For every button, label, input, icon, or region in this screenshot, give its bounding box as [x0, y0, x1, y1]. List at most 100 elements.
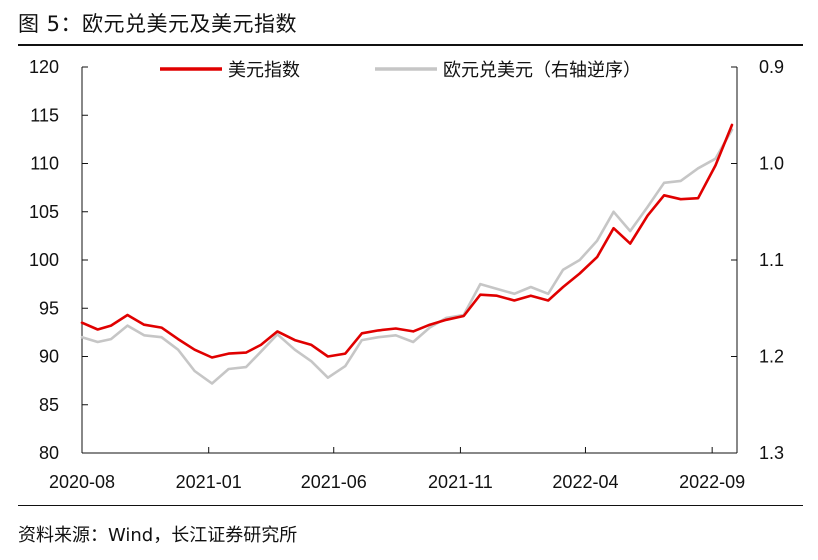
usd-index-point: [361, 332, 363, 335]
eurusd-point: [496, 288, 498, 290]
eurusd-point: [562, 268, 564, 271]
eurusd-point: [596, 239, 598, 242]
eurusd-point: [211, 382, 213, 385]
usd-index-point: [629, 242, 631, 245]
left-tick-label: 85: [39, 395, 59, 415]
usd-index-point: [177, 338, 179, 340]
usd-index-point: [395, 327, 397, 330]
usd-index-point: [714, 164, 717, 167]
source-divider: [18, 505, 803, 506]
usd-index-point: [429, 323, 431, 326]
usd-index-point: [731, 124, 733, 126]
left-tick-label: 120: [29, 57, 59, 77]
usd-index-point: [96, 328, 99, 331]
left-tick-label: 100: [29, 250, 59, 270]
usd-index-point: [547, 299, 549, 302]
eurusd-point: [377, 336, 380, 339]
eurusd-point: [245, 366, 247, 368]
eurusd-point: [110, 338, 112, 340]
usd-index-point: [462, 315, 465, 317]
eurusd-point: [479, 283, 482, 285]
usd-index-point: [646, 214, 649, 217]
x-axis: 2020-08 2021-01 2021-06 2021-11 2022-04 2022-…: [49, 447, 745, 492]
left-tick-label: 110: [30, 154, 59, 174]
eurusd-point: [143, 334, 145, 337]
eurusd-point: [646, 206, 649, 208]
usd-index-point: [578, 272, 581, 275]
usd-index-point: [193, 348, 196, 351]
usd-index-point: [260, 344, 262, 346]
usd-index-point: [211, 356, 213, 359]
eurusd-point: [429, 326, 431, 329]
legend: 美元指数 欧元兑美元（右轴逆序）: [160, 60, 641, 81]
usd-index-point: [126, 314, 129, 316]
eurusd-point: [260, 350, 262, 353]
eurusd-point: [81, 336, 83, 339]
eurusd-point: [294, 348, 296, 351]
series-layer: [80, 67, 738, 454]
usd-index-point: [412, 330, 415, 333]
eurusd-point: [96, 341, 99, 343]
series-eurusd-line: [80, 128, 734, 385]
eurusd-point: [679, 180, 682, 182]
usd-index-point: [513, 299, 516, 302]
eurusd-point: [193, 370, 196, 372]
eurusd-point: [361, 339, 363, 341]
eurusd-point: [445, 317, 448, 319]
left-tick-label: 115: [30, 105, 59, 125]
eurusd-point: [663, 182, 665, 184]
left-tick-label: 90: [39, 347, 59, 367]
eurusd-point: [629, 230, 631, 232]
usd-index-point: [530, 294, 532, 297]
eurusd-point: [714, 157, 717, 160]
eurusd-point: [177, 348, 179, 351]
eurusd-point: [327, 376, 329, 379]
eurusd-point: [126, 324, 129, 327]
eurusd-point: [612, 211, 615, 213]
eurusd-point: [276, 333, 279, 336]
series-usd-index-line: [80, 123, 734, 359]
source-note: 资料来源：Wind，长江证券研究所: [18, 525, 298, 546]
eurusd-point: [227, 368, 230, 370]
usd-index-point: [377, 329, 380, 332]
x-tick-label: 2021-06: [301, 472, 367, 492]
x-tick-label: 2021-01: [176, 472, 242, 492]
legend-label-eurusd: 欧元兑美元（右轴逆序）: [443, 60, 641, 81]
left-tick-label: 105: [29, 202, 59, 222]
usd-index-point: [479, 293, 482, 296]
right-tick-label: 1.3: [759, 443, 784, 463]
eurusd-point: [412, 341, 415, 343]
usd-index-point: [143, 323, 145, 326]
usd-index-point: [294, 339, 296, 341]
usd-index-point: [245, 351, 247, 354]
usd-index-point: [679, 198, 682, 200]
x-tick-label: 2022-04: [552, 472, 618, 492]
eurusd-point: [310, 360, 313, 363]
legend-label-usd-index: 美元指数: [228, 60, 300, 81]
eurusd-point: [697, 167, 699, 170]
right-tick-label: 1.2: [759, 347, 784, 367]
usd-index-point: [310, 344, 313, 346]
usd-index-point: [276, 330, 279, 333]
eurusd-point: [513, 293, 516, 295]
title-divider: [18, 44, 803, 46]
usd-index-point: [596, 256, 598, 258]
right-tick-label: 1.1: [759, 250, 784, 270]
left-axis: 80 85 90 95 100 105 110 115 120: [29, 57, 88, 463]
right-tick-label: 1.0: [759, 154, 784, 174]
left-tick-label: 95: [39, 298, 59, 318]
left-tick-label: 80: [39, 443, 59, 463]
x-tick-label: 2020-08: [49, 472, 115, 492]
eurusd-point: [344, 365, 347, 367]
usd-index-point: [81, 321, 83, 324]
usd-index-point: [697, 197, 699, 199]
usd-index-point: [227, 352, 230, 355]
eurusd-point: [160, 336, 163, 339]
usd-index-point: [445, 319, 448, 321]
figure-title: 图 5：欧元兑美元及美元指数: [18, 12, 298, 36]
eurusd-point: [395, 334, 397, 337]
usd-index-point: [562, 286, 564, 288]
usd-index-point: [496, 294, 498, 297]
x-tick-label: 2021-11: [428, 472, 493, 492]
